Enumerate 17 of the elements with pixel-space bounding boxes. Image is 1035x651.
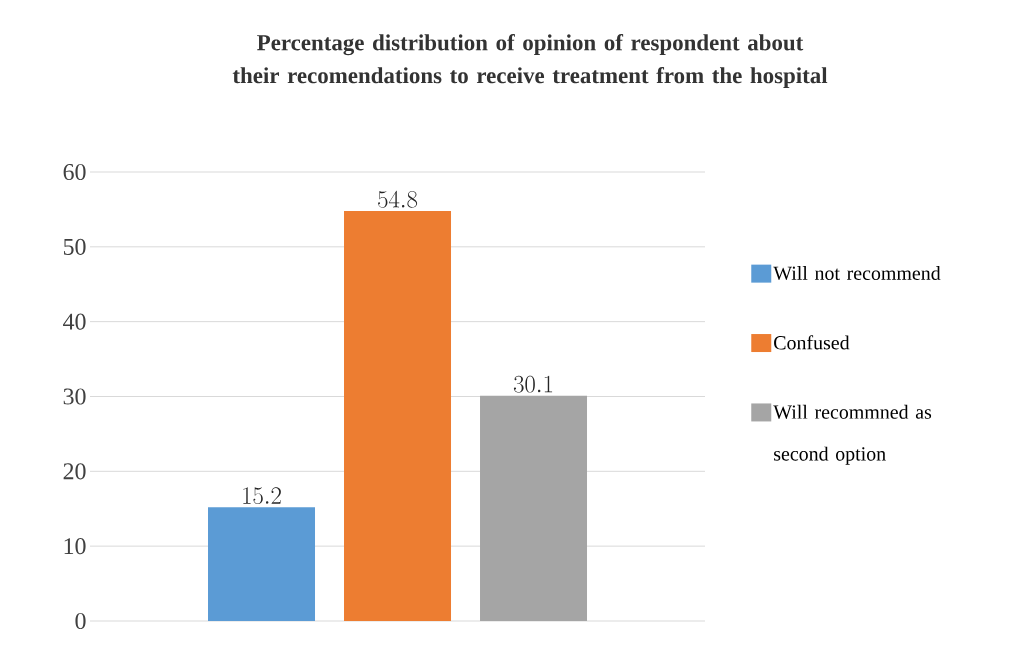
data-label: 30. 1 bbox=[513, 375, 553, 393]
text: Will recommned as second option bbox=[773, 404, 932, 465]
legend-label: Will not recommend bbox=[773, 265, 941, 281]
bar bbox=[480, 395, 588, 621]
bar bbox=[208, 507, 316, 621]
y-tick-label: 30 bbox=[63, 388, 86, 405]
y-tick-label: 0 bbox=[75, 612, 86, 630]
data-label: 15.2 bbox=[243, 487, 281, 505]
y-tick-label: 40 bbox=[63, 313, 86, 330]
y-tick-label: 50 bbox=[63, 238, 86, 255]
y-tick-label: 20 bbox=[63, 463, 86, 480]
legend-label: Confused bbox=[774, 335, 850, 350]
bar bbox=[344, 210, 452, 621]
chart-title: Percentage distribution of opinion of respondent about their recomendations to receive treatment from the hospital bbox=[232, 34, 828, 88]
data-label: 54.8 bbox=[378, 190, 418, 208]
y-tick-label: 10 bbox=[64, 538, 86, 555]
y-tick-label: 60 bbox=[63, 163, 86, 181]
